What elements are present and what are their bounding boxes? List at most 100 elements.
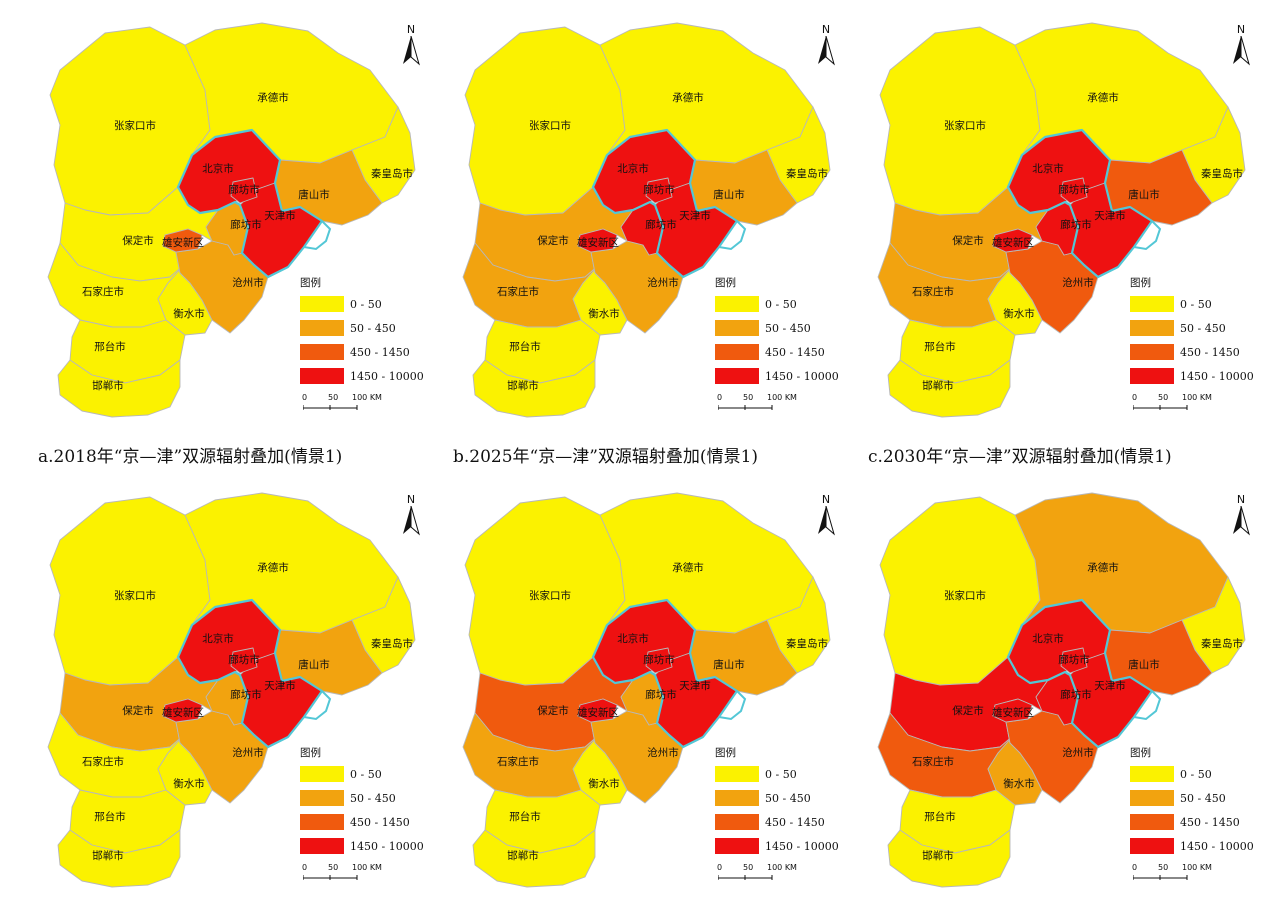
city-label-tianjin: 天津市 bbox=[679, 209, 711, 222]
north-arrow-icon: N bbox=[400, 493, 422, 536]
scale-label: 50 bbox=[328, 393, 339, 402]
region-langfang-north bbox=[645, 647, 673, 674]
city-label-tangshan: 唐山市 bbox=[298, 658, 330, 671]
city-label-chengde: 承德市 bbox=[672, 561, 704, 574]
city-label-tangshan: 唐山市 bbox=[713, 188, 745, 201]
city-label-tangshan: 唐山市 bbox=[713, 658, 745, 671]
city-label-qinhuangdao: 秦皇岛市 bbox=[786, 167, 828, 180]
legend-item: 50 - 450 bbox=[1130, 316, 1254, 340]
city-label-shijiazhuang: 石家庄市 bbox=[82, 285, 124, 298]
city-label-shijiazhuang: 石家庄市 bbox=[497, 285, 539, 298]
legend-label: 50 - 450 bbox=[1180, 321, 1226, 335]
city-label-tangshan: 唐山市 bbox=[1128, 188, 1160, 201]
north-arrow-icon: N bbox=[1230, 23, 1252, 66]
city-label-baoding: 保定市 bbox=[537, 234, 569, 247]
city-label-hengshui: 衡水市 bbox=[1003, 777, 1035, 790]
city-label-baoding: 保定市 bbox=[537, 704, 569, 717]
city-label-xiongan: 雄安新区 bbox=[162, 236, 204, 249]
scale-bar: 0 50 100 KM bbox=[1132, 863, 1242, 885]
legend-label: 1450 - 10000 bbox=[765, 369, 839, 383]
scale-label: 0 bbox=[717, 393, 723, 402]
north-arrow-icon: N bbox=[815, 23, 837, 66]
city-label-qinhuangdao: 秦皇岛市 bbox=[786, 637, 828, 650]
legend-swatch bbox=[300, 814, 344, 830]
north-label: N bbox=[821, 493, 831, 506]
north-label: N bbox=[1236, 493, 1246, 506]
city-label-handan: 邯郸市 bbox=[922, 849, 954, 862]
city-label-chengde: 承德市 bbox=[1087, 561, 1119, 574]
legend-swatch bbox=[715, 814, 759, 830]
legend-item: 1450 - 10000 bbox=[715, 834, 839, 858]
city-label-zhangjiakou: 张家口市 bbox=[944, 589, 986, 602]
city-label-xiongan: 雄安新区 bbox=[162, 706, 204, 719]
city-label-xingtai: 邢台市 bbox=[509, 810, 541, 823]
legend: 图例 0 - 50 50 - 450 450 - 1450 1450 - 10000 bbox=[300, 275, 424, 388]
region-xiongan bbox=[162, 698, 203, 723]
region-xiongan bbox=[992, 698, 1033, 723]
city-label-cangzhou: 沧州市 bbox=[1062, 746, 1094, 759]
legend-label: 0 - 50 bbox=[765, 297, 797, 311]
legend-swatch bbox=[1130, 368, 1174, 384]
legend-swatch bbox=[300, 790, 344, 806]
city-label-tianjin: 天津市 bbox=[679, 679, 711, 692]
legend-label: 1450 - 10000 bbox=[1180, 839, 1254, 853]
city-label-cangzhou: 沧州市 bbox=[232, 276, 264, 289]
city-label-baoding: 保定市 bbox=[952, 704, 984, 717]
city-label-qinhuangdao: 秦皇岛市 bbox=[371, 167, 413, 180]
beijing-tianjin-boundary bbox=[176, 598, 324, 749]
region-langfang-north bbox=[230, 647, 258, 674]
region-handan bbox=[887, 359, 1011, 418]
legend-label: 450 - 1450 bbox=[350, 815, 410, 829]
coastline bbox=[303, 690, 332, 721]
city-label-shijiazhuang: 石家庄市 bbox=[912, 285, 954, 298]
legend-swatch bbox=[300, 766, 344, 782]
legend-title: 图例 bbox=[715, 277, 736, 289]
city-label-xingtai: 邢台市 bbox=[94, 340, 126, 353]
coastline bbox=[718, 690, 747, 721]
city-label-langfang-north: 廊坊市 bbox=[1058, 653, 1090, 666]
legend-label: 50 - 450 bbox=[1180, 791, 1226, 805]
north-label: N bbox=[406, 493, 416, 506]
city-label-xiongan: 雄安新区 bbox=[577, 236, 619, 249]
scale-label: 100 KM bbox=[1182, 393, 1212, 402]
city-label-shijiazhuang: 石家庄市 bbox=[912, 755, 954, 768]
coastline bbox=[718, 220, 747, 251]
legend-label: 0 - 50 bbox=[350, 297, 382, 311]
region-langfang-north bbox=[645, 177, 673, 204]
north-label: N bbox=[1236, 23, 1246, 36]
map-panel-6: 承德市 张家口市 北京市 秦皇岛市 廊坊市 唐山市 廊坊市 天津市 保定市 雄安新区 石家庄市 沧州市… bbox=[860, 485, 1268, 915]
legend-label: 450 - 1450 bbox=[1180, 345, 1240, 359]
scale-bar: 0 50 100 KM bbox=[717, 863, 827, 885]
legend-item: 0 - 50 bbox=[715, 292, 839, 316]
map-panel-3: 承德市 张家口市 北京市 秦皇岛市 廊坊市 唐山市 廊坊市 天津市 保定市 雄安新区 石家庄市 沧州市… bbox=[860, 15, 1268, 445]
beijing-tianjin-boundary bbox=[176, 128, 324, 279]
legend-swatch bbox=[715, 766, 759, 782]
region-handan bbox=[57, 829, 181, 888]
city-label-xiongan: 雄安新区 bbox=[992, 236, 1034, 249]
legend: 图例 0 - 50 50 - 450 450 - 1450 1450 - 10000 bbox=[1130, 275, 1254, 388]
legend: 图例 0 - 50 50 - 450 450 - 1450 1450 - 10000 bbox=[715, 275, 839, 388]
legend-swatch bbox=[1130, 296, 1174, 312]
region-handan bbox=[57, 359, 181, 418]
legend-item: 450 - 1450 bbox=[300, 340, 424, 364]
city-label-langfang-north: 廊坊市 bbox=[1058, 183, 1090, 196]
scale-label: 50 bbox=[743, 863, 754, 872]
city-label-xingtai: 邢台市 bbox=[94, 810, 126, 823]
legend-item: 50 - 450 bbox=[300, 786, 424, 810]
city-label-beijing: 北京市 bbox=[202, 632, 234, 645]
panel-caption-3: c.2030年“京—津”双源辐射叠加(情景1) bbox=[868, 447, 1172, 467]
city-label-hengshui: 衡水市 bbox=[173, 777, 205, 790]
legend-item: 450 - 1450 bbox=[1130, 340, 1254, 364]
map-panel-5: 承德市 张家口市 北京市 秦皇岛市 廊坊市 唐山市 廊坊市 天津市 保定市 雄安新区 石家庄市 沧州市… bbox=[445, 485, 865, 915]
region-xiongan bbox=[577, 228, 618, 253]
city-label-tianjin: 天津市 bbox=[264, 679, 296, 692]
legend-swatch bbox=[300, 320, 344, 336]
legend-swatch bbox=[715, 320, 759, 336]
scale-label: 0 bbox=[302, 393, 308, 402]
legend-title: 图例 bbox=[300, 277, 321, 289]
legend-label: 0 - 50 bbox=[350, 767, 382, 781]
scale-label: 50 bbox=[328, 863, 339, 872]
scale-label: 100 KM bbox=[352, 393, 382, 402]
coastline bbox=[1133, 690, 1162, 721]
